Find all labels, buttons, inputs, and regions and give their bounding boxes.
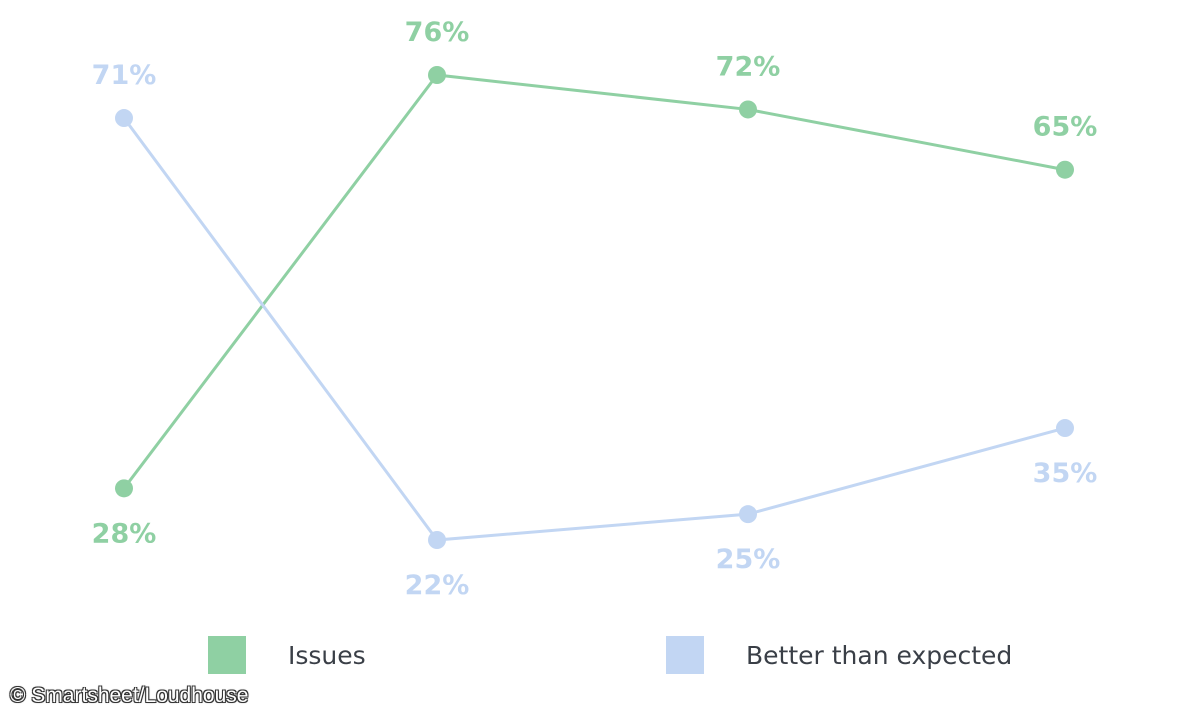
data-point-issues-2 — [428, 66, 446, 84]
data-label-better-than-expected-3: 25% — [716, 544, 781, 575]
legend-item-better-than-expected: Better than expected — [666, 636, 1012, 674]
series-layer: 28% 76% 72% 65% 71% 22% 25% 35% — [92, 17, 1098, 601]
data-point-better-than-expected-4 — [1056, 419, 1074, 438]
data-label-better-than-expected-4: 35% — [1033, 458, 1098, 489]
data-label-issues-2: 76% — [405, 17, 470, 48]
data-label-issues-1: 28% — [92, 518, 157, 549]
series-issues: 28% 76% 72% 65% — [92, 17, 1098, 549]
data-point-better-than-expected-3 — [739, 505, 757, 524]
data-point-issues-3 — [739, 100, 757, 119]
series-line-issues — [122, 73, 1066, 490]
data-point-better-than-expected-1 — [115, 109, 133, 128]
data-point-better-than-expected-2 — [428, 531, 446, 549]
series-better-than-expected: 71% 22% 25% 35% — [92, 60, 1098, 601]
legend-swatch-better-than-expected — [666, 636, 704, 674]
data-point-issues-4 — [1056, 160, 1074, 179]
data-point-issues-1 — [115, 479, 133, 498]
data-label-issues-3: 72% — [716, 51, 781, 82]
legend-swatch-issues — [208, 636, 246, 674]
legend-label-better-than-expected: Better than expected — [746, 640, 1013, 670]
data-label-issues-4: 65% — [1033, 112, 1098, 143]
image-credit: © Smartsheet/Loudhouse — [10, 684, 249, 707]
series-line-better-than-expected — [122, 117, 1066, 542]
data-label-better-than-expected-2: 22% — [405, 570, 470, 601]
legend-item-issues: Issues — [208, 636, 366, 674]
legend-label-issues: Issues — [288, 640, 366, 670]
data-label-better-than-expected-1: 71% — [92, 60, 157, 91]
